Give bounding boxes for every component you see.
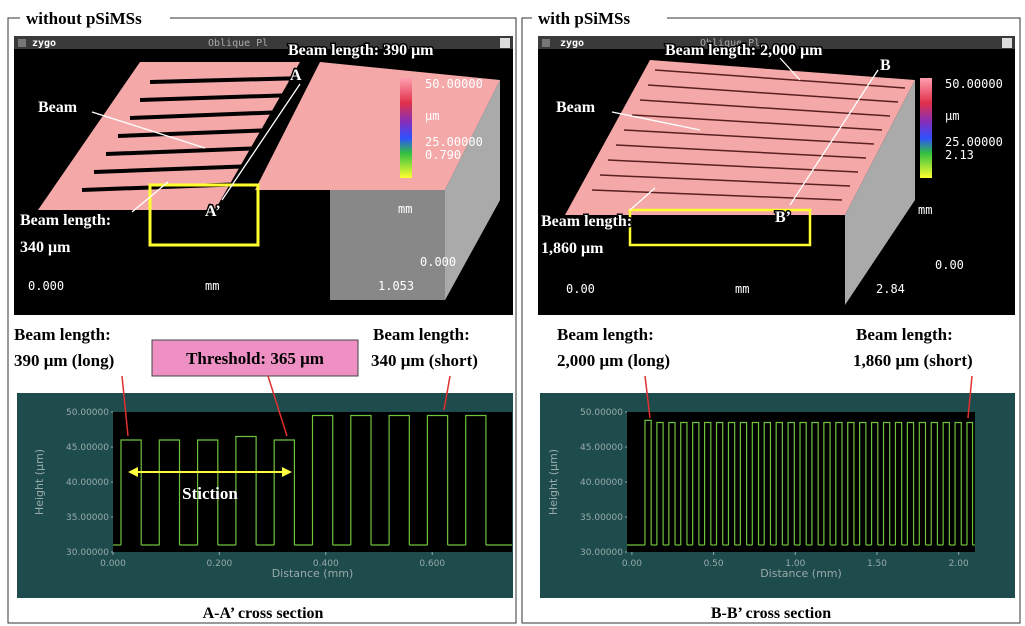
y-tick-label: 45.00000 [580, 443, 623, 453]
profile-label: 2,000 μm (long) [557, 351, 670, 370]
annotation: Beam [38, 99, 78, 116]
caption: A-A’ cross section [203, 605, 324, 622]
scale-label: 25.00000 [945, 135, 1003, 149]
y-tick-label: 45.00000 [66, 443, 109, 453]
axis-label: mm [398, 202, 412, 216]
x-tick-label: 2.00 [949, 559, 969, 569]
profile-label: Beam length: [856, 325, 953, 344]
profile-label: 390 μm (long) [14, 351, 114, 370]
annotation: Beam [556, 99, 596, 116]
y-tick-label: 50.00000 [66, 408, 109, 418]
profile-label: Beam length: [373, 325, 470, 344]
panel-title: with pSiMSs [538, 9, 630, 28]
annotation: B [880, 57, 891, 74]
axis-label: mm [735, 282, 749, 296]
y-tick-label: 40.00000 [580, 478, 623, 488]
scale-label: μm [945, 109, 959, 123]
profile-label: Beam length: [14, 325, 111, 344]
scale-label: 0.790 [425, 148, 461, 162]
plot-area [627, 412, 975, 552]
axis-label: 0.00 [566, 282, 595, 296]
annotation: Beam length: 390 μm [288, 42, 434, 59]
annotation: Beam length: [541, 213, 632, 230]
panel-title: without pSiMSs [26, 9, 142, 28]
scale-label: 50.00000 [945, 77, 1003, 91]
x-axis-label: Distance (mm) [272, 567, 354, 580]
view-header: Oblique Pl [208, 38, 268, 49]
y-tick-label: 40.00000 [66, 478, 109, 488]
y-tick-label: 30.00000 [580, 548, 623, 558]
x-tick-label: 0.600 [419, 559, 445, 569]
axis-label: 0.000 [420, 255, 456, 269]
scale-label: μm [425, 109, 439, 123]
x-tick-label: 0.200 [207, 559, 233, 569]
y-tick-label: 30.00000 [66, 548, 109, 558]
axis-label: 0.000 [28, 279, 64, 293]
x-tick-label: 1.50 [867, 559, 887, 569]
x-tick-label: 0.50 [704, 559, 724, 569]
y-tick-label: 50.00000 [580, 408, 623, 418]
axis-label: 0.00 [935, 258, 964, 272]
y-axis-label: Height (μm) [33, 449, 46, 515]
logo: zygo [32, 38, 56, 49]
scale-label: 25.00000 [425, 135, 483, 149]
profile-label: Threshold: 365 μm [186, 349, 324, 368]
profile-label: 1,860 μm (short) [853, 351, 973, 370]
annotation: 1,860 μm [541, 240, 604, 257]
axis-label: 2.84 [876, 282, 905, 296]
y-tick-label: 35.00000 [66, 513, 109, 523]
logo: zygo [560, 38, 584, 49]
profile-label: 340 μm (short) [371, 351, 478, 370]
caption: B-B’ cross section [711, 605, 831, 622]
scale-label: 2.13 [945, 148, 974, 162]
axis-label: mm [918, 203, 932, 217]
annotation: Beam length: [20, 212, 111, 229]
annotation: Beam length: 2,000 μm [665, 42, 823, 59]
x-tick-label: 0.00 [622, 559, 642, 569]
y-axis-label: Height (μm) [547, 449, 560, 515]
view3d: zygo Oblique Pl [538, 36, 1015, 315]
y-tick-label: 35.00000 [580, 513, 623, 523]
annotation: 340 μm [20, 239, 71, 256]
x-tick-label: 0.000 [100, 559, 126, 569]
figure: without pSiMSs with pSiMSs zygo Oblique … [0, 0, 1025, 626]
annotation: B’ [775, 209, 791, 226]
annotation: A [290, 67, 302, 84]
axis-label: mm [205, 279, 219, 293]
profile-label: Beam length: [557, 325, 654, 344]
annotation: A’ [205, 203, 221, 220]
stiction-label: Stiction [182, 484, 238, 503]
axis-label: 1.053 [378, 279, 414, 293]
x-axis-label: Distance (mm) [760, 567, 842, 580]
scale-label: 50.00000 [425, 77, 483, 91]
